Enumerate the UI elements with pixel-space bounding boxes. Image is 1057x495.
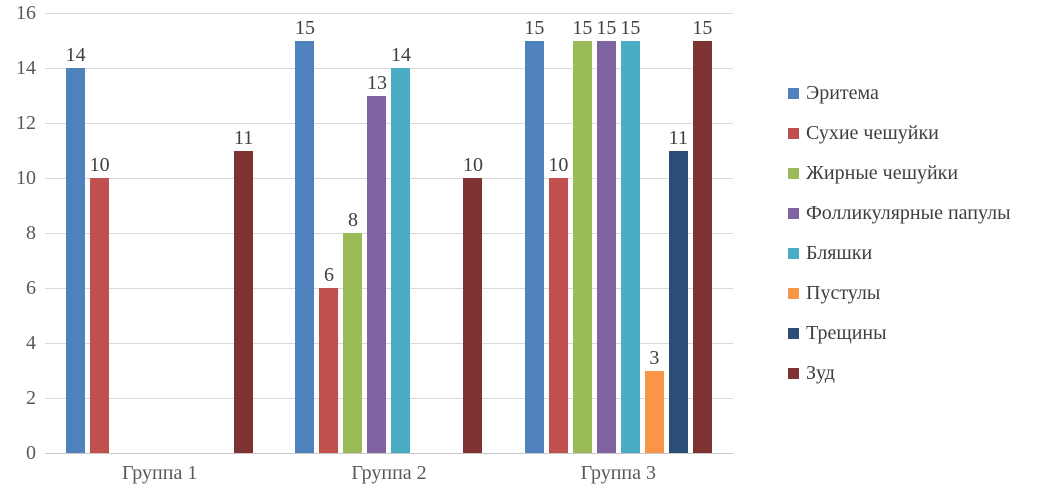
chart-legend: Эритема Сухие чешуйки Жирные чешуйки Фоллик… bbox=[788, 82, 1011, 385]
bar-group: 15 10 15 15 15 3 11 15 bbox=[504, 13, 733, 453]
bar: 13 bbox=[367, 73, 387, 453]
bar: 10 bbox=[90, 155, 110, 453]
legend-item: Фолликулярные папулы bbox=[788, 202, 1011, 225]
y-axis-tick-label: 8 bbox=[26, 222, 36, 244]
bar: 3 bbox=[644, 348, 664, 453]
bar: 10 bbox=[548, 155, 568, 453]
legend-swatch-icon bbox=[788, 128, 799, 139]
legend-swatch-icon bbox=[788, 88, 799, 99]
data-label: 15 bbox=[620, 16, 641, 39]
data-label: 13 bbox=[366, 71, 387, 94]
data-label: 15 bbox=[524, 16, 545, 39]
bar: 15 bbox=[295, 18, 315, 453]
legend-swatch-icon bbox=[788, 328, 799, 339]
x-axis-category-label: Группа 3 bbox=[580, 462, 656, 484]
data-label: 10 bbox=[548, 154, 569, 176]
data-label: 14 bbox=[390, 44, 411, 66]
data-label: 11 bbox=[668, 126, 688, 149]
bar: 15 bbox=[572, 18, 592, 453]
legend-label: Трещины bbox=[806, 322, 887, 344]
legend-label: Зуд bbox=[806, 362, 835, 384]
bar: 8 bbox=[343, 210, 363, 453]
bar: 15 bbox=[692, 18, 712, 453]
gridline bbox=[45, 123, 733, 124]
data-label: 15 bbox=[572, 16, 593, 39]
data-label: 10 bbox=[462, 154, 483, 176]
legend-label: Бляшки bbox=[806, 242, 873, 264]
legend-item: Зуд bbox=[788, 362, 1011, 385]
gridline bbox=[45, 68, 733, 69]
data-label: 6 bbox=[323, 264, 334, 286]
legend-swatch-icon bbox=[788, 168, 799, 179]
legend-label: Фолликулярные папулы bbox=[806, 202, 1011, 224]
y-axis-tick-label: 10 bbox=[16, 167, 36, 189]
data-label: 15 bbox=[294, 16, 315, 39]
y-axis-tick-label: 6 bbox=[26, 277, 36, 299]
data-label: 15 bbox=[596, 16, 617, 39]
data-label: 8 bbox=[347, 209, 358, 231]
bar: 14 bbox=[66, 45, 86, 453]
legend-label: Эритема bbox=[806, 82, 879, 104]
legend-swatch-icon bbox=[788, 288, 799, 299]
gridline bbox=[45, 178, 733, 179]
legend-swatch-icon bbox=[788, 248, 799, 259]
bar: 6 bbox=[319, 265, 339, 453]
bar: 15 bbox=[524, 18, 544, 453]
gridline bbox=[45, 398, 733, 399]
legend-label: Пустулы bbox=[806, 282, 881, 304]
legend-item: Сухие чешуйки bbox=[788, 122, 1011, 145]
y-axis-tick-label: 14 bbox=[16, 57, 36, 79]
data-label: 10 bbox=[89, 154, 110, 176]
bar: 14 bbox=[391, 45, 411, 453]
y-axis-tick-label: 0 bbox=[26, 442, 36, 464]
bar: 15 bbox=[620, 18, 640, 453]
gridline bbox=[45, 233, 733, 234]
legend-item: Пустулы bbox=[788, 282, 1011, 305]
x-axis-category-label: Группа 1 bbox=[122, 462, 198, 484]
gridline bbox=[45, 343, 733, 344]
bar-group: 14 10 11 bbox=[45, 13, 274, 453]
y-axis-tick-label: 12 bbox=[16, 112, 36, 134]
bar: 11 bbox=[669, 128, 688, 453]
data-label: 3 bbox=[649, 346, 660, 369]
data-label: 15 bbox=[692, 16, 713, 39]
legend-item: Эритема bbox=[788, 82, 1011, 105]
x-axis-category-label: Группа 2 bbox=[351, 462, 427, 484]
legend-swatch-icon bbox=[788, 368, 799, 379]
data-label: 14 bbox=[65, 44, 86, 66]
legend-item: Бляшки bbox=[788, 242, 1011, 265]
gridline bbox=[45, 13, 733, 14]
gridline bbox=[45, 288, 733, 289]
bar: 10 bbox=[463, 155, 483, 453]
bar-group: 15 6 8 13 14 10 bbox=[274, 13, 503, 453]
legend-swatch-icon bbox=[788, 208, 799, 219]
bar: 15 bbox=[596, 18, 616, 453]
legend-item: Жирные чешуйки bbox=[788, 162, 1011, 185]
y-axis-tick-label: 4 bbox=[26, 332, 36, 354]
data-label: 11 bbox=[234, 126, 254, 149]
legend-label: Сухие чешуйки bbox=[806, 122, 939, 144]
legend-item: Трещины bbox=[788, 322, 1011, 345]
x-axis-line bbox=[45, 453, 733, 454]
bar: 11 bbox=[234, 128, 253, 453]
legend-label: Жирные чешуйки bbox=[806, 162, 959, 184]
y-axis-tick-label: 2 bbox=[26, 387, 36, 409]
y-axis-tick-label: 16 bbox=[16, 2, 36, 24]
